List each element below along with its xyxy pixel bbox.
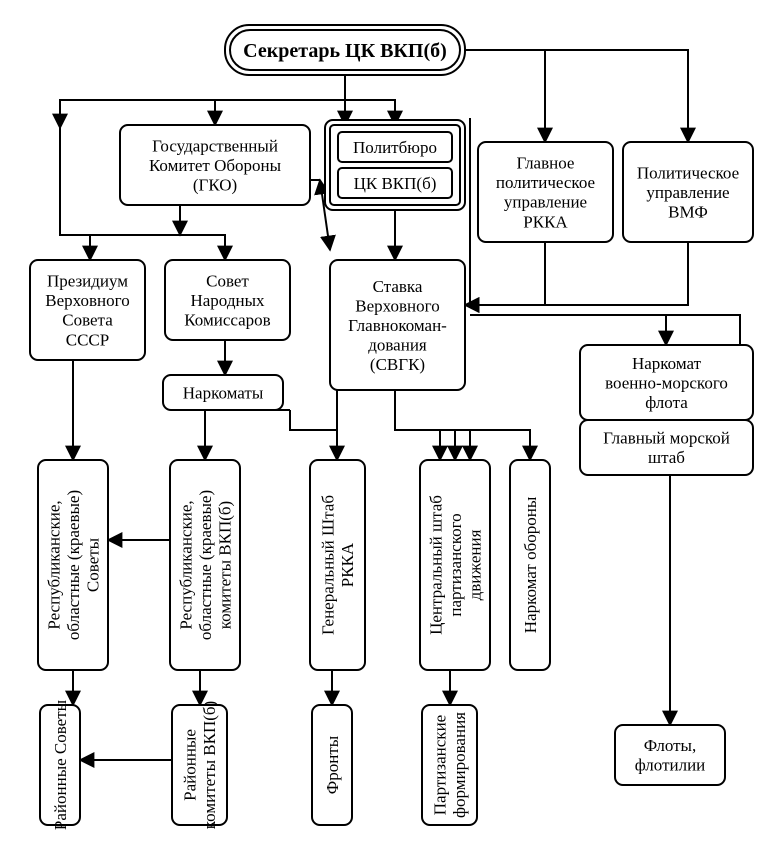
node-svgk: СтавкаВерховногоГлавнокоман-дования(СВГК… xyxy=(330,260,465,390)
node-rayon_komitety: Районныекомитеты ВКП(б) xyxy=(172,701,227,829)
edge xyxy=(60,128,90,260)
edge xyxy=(460,50,688,142)
edge xyxy=(345,70,395,125)
node-label: Наркоматы xyxy=(183,383,264,402)
node-genshtab: Генеральный ШтабРККА xyxy=(310,460,365,670)
node-ck_vkpb: ЦК ВКП(б) xyxy=(338,168,452,198)
node-label: Политбюро xyxy=(353,138,437,157)
edge xyxy=(290,390,337,430)
node-politburo: Политбюро xyxy=(338,132,452,162)
node-nk_oborony: Наркомат обороны xyxy=(510,460,550,670)
node-floty: Флоты,флотилии xyxy=(615,725,725,785)
node-snk: СоветНародныхКомиссаров xyxy=(165,260,290,340)
node-label: Республиканские,областные (краевые)комит… xyxy=(176,490,234,640)
node-narkomaty: Наркоматы xyxy=(163,375,283,410)
edge xyxy=(465,242,545,305)
node-label: Районные Советы xyxy=(51,699,70,830)
edge xyxy=(395,390,455,460)
edge xyxy=(395,390,530,460)
org-chart: Секретарь ЦК ВКП(б) ГосударственныйКомите… xyxy=(0,0,768,843)
node-secretary: Секретарь ЦК ВКП(б) xyxy=(225,25,465,75)
node-label: Флоты,флотилии xyxy=(635,736,706,775)
node-csh_partizan: Центральный штабпартизанскогодвижения xyxy=(420,460,490,670)
node-label: ЦК ВКП(б) xyxy=(354,174,437,193)
edge xyxy=(395,390,470,460)
node-partizan_form: Партизанскиеформирования xyxy=(422,705,477,825)
edge xyxy=(215,70,345,125)
node-nk_vmf: Наркоматвоенно-морскогофлота xyxy=(580,345,753,420)
node-gko: ГосударственныйКомитет Обороны(ГКО) xyxy=(120,125,310,205)
node-label: Секретарь ЦК ВКП(б) xyxy=(243,40,447,62)
nodes: Секретарь ЦК ВКП(б) ГосударственныйКомите… xyxy=(30,25,753,830)
node-rayon_sovety: Районные Советы xyxy=(40,699,80,830)
node-glavpu_rkka: ГлавноеполитическоеуправлениеРККА xyxy=(478,142,613,242)
node-resp_sovety: Республиканские,областные (краевые)Совет… xyxy=(38,460,108,670)
node-label: Партизанскиеформирования xyxy=(431,712,470,818)
node-pu_vmf: ПолитическоеуправлениеВМФ xyxy=(623,142,753,242)
edge xyxy=(465,242,688,305)
edge xyxy=(460,50,545,142)
node-resp_komitety: Республиканские,областные (краевые)комит… xyxy=(170,460,240,670)
node-label: Наркомат обороны xyxy=(521,496,540,633)
edge xyxy=(395,390,440,460)
node-label: Фронты xyxy=(323,735,342,794)
node-gmsh: Главный морскойштаб xyxy=(580,420,753,475)
node-fronty: Фронты xyxy=(312,705,352,825)
node-presidium: ПрезидиумВерховногоСоветаСССР xyxy=(30,260,145,360)
